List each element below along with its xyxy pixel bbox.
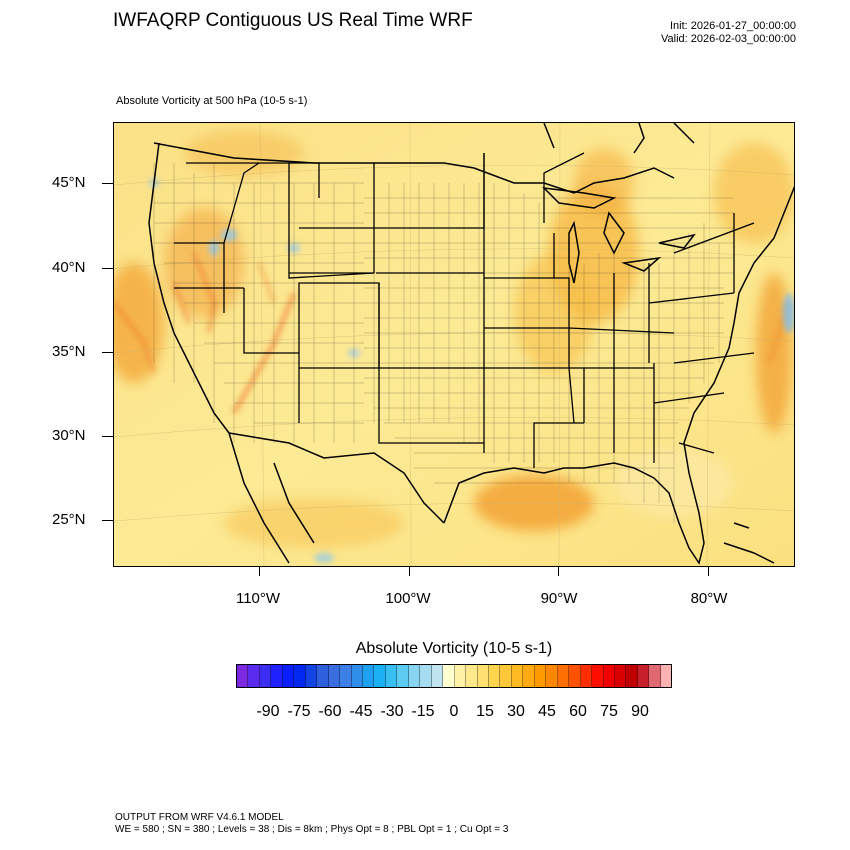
negative-vorticity-areas: [149, 178, 794, 563]
lat-tick: [102, 183, 113, 184]
colorbar-swatch: [248, 665, 260, 687]
lon-tick: [708, 567, 709, 576]
model-info-line: OUTPUT FROM WRF V4.6.1 MODEL: [115, 812, 284, 823]
colorbar-swatch: [362, 665, 375, 687]
colorbar-tick-label: 90: [631, 703, 649, 720]
colorbar-swatch: [328, 665, 341, 687]
colorbar-swatch: [317, 665, 329, 687]
colorbar-swatch: [580, 665, 593, 687]
valid-time: Valid: 2026-02-03_00:00:00: [661, 33, 796, 45]
colorbar-swatch: [408, 665, 421, 687]
colorbar-title: Absolute Vorticity (10-5 s-1): [355, 640, 553, 657]
colorbar-tick-label: 0: [449, 703, 459, 720]
coastlines: [148, 123, 794, 565]
plot-title: IWFAQRP Contiguous US Real Time WRF: [113, 10, 473, 31]
colorbar: [236, 664, 672, 688]
colorbar-swatch: [385, 665, 398, 687]
lat-label: 25°N: [52, 511, 86, 528]
lon-label: 110°W: [235, 590, 281, 607]
colorbar-tick-label: 15: [476, 703, 494, 720]
colorbar-swatch: [420, 665, 432, 687]
colorbar-swatch: [637, 665, 650, 687]
colorbar-swatch: [237, 665, 249, 687]
model-config-line: WE = 580 ; SN = 380 ; Levels = 38 ; Dis …: [115, 824, 509, 835]
lat-tick: [102, 268, 113, 269]
vorticity-map: [114, 123, 794, 566]
colorbar-swatch: [282, 665, 295, 687]
colorbar-swatch: [534, 665, 547, 687]
colorbar-swatch: [592, 665, 604, 687]
state-boundaries: [174, 152, 755, 468]
colorbar-tick-label: 75: [600, 703, 618, 720]
colorbar-swatch: [271, 665, 283, 687]
colorbar-tick-label: -45: [349, 703, 373, 720]
colorbar-swatch: [500, 665, 512, 687]
lon-tick: [558, 567, 559, 576]
lon-label: 80°W: [690, 590, 728, 607]
lat-tick: [102, 520, 113, 521]
colorbar-swatch: [397, 665, 409, 687]
colorbar-swatch: [569, 665, 581, 687]
lat-tick: [102, 352, 113, 353]
colorbar-swatch: [614, 665, 627, 687]
colorbar-swatch: [626, 665, 638, 687]
lat-label: 30°N: [52, 427, 86, 444]
colorbar-swatch: [431, 665, 444, 687]
colorbar-swatch: [454, 665, 467, 687]
lat-label: 35°N: [52, 343, 86, 360]
colorbar-swatch: [374, 665, 386, 687]
colorbar-swatch: [351, 665, 363, 687]
colorbar-swatch: [443, 665, 455, 687]
colorbar-tick-label: 60: [569, 703, 587, 720]
lon-tick: [259, 567, 260, 576]
field-label: Absolute Vorticity at 500 hPa (10-5 s-1): [116, 95, 308, 107]
colorbar-tick-label: 30: [507, 703, 525, 720]
lat-label: 45°N: [52, 174, 86, 191]
colorbar-swatch: [488, 665, 501, 687]
lon-label: 100°W: [385, 590, 431, 607]
colorbar-tick-label: -15: [411, 703, 435, 720]
colorbar-tick-label: -60: [318, 703, 342, 720]
colorbar-swatch: [511, 665, 524, 687]
colorbar-swatch: [294, 665, 306, 687]
colorbar-swatch: [546, 665, 558, 687]
colorbar-tick-label: -90: [256, 703, 280, 720]
lon-tick: [409, 567, 410, 576]
colorbar-swatch: [649, 665, 661, 687]
colorbar-swatch: [557, 665, 570, 687]
colorbar-tick-label: -75: [287, 703, 311, 720]
colorbar-swatch: [340, 665, 352, 687]
colorbar-swatch: [305, 665, 318, 687]
init-time: Init: 2026-01-27_00:00:00: [670, 20, 796, 32]
colorbar-swatch: [477, 665, 489, 687]
lat-tick: [102, 436, 113, 437]
colorbar-swatch: [660, 665, 672, 687]
graticule: [114, 123, 794, 566]
colorbar-swatch: [259, 665, 272, 687]
lon-label: 90°W: [540, 590, 578, 607]
colorbar-swatch: [466, 665, 478, 687]
map-panel: [113, 122, 795, 567]
colorbar-tick-label: -30: [380, 703, 404, 720]
lat-label: 40°N: [52, 259, 86, 276]
colorbar-swatch: [603, 665, 615, 687]
colorbar-swatch: [523, 665, 535, 687]
colorbar-tick-label: 45: [538, 703, 556, 720]
